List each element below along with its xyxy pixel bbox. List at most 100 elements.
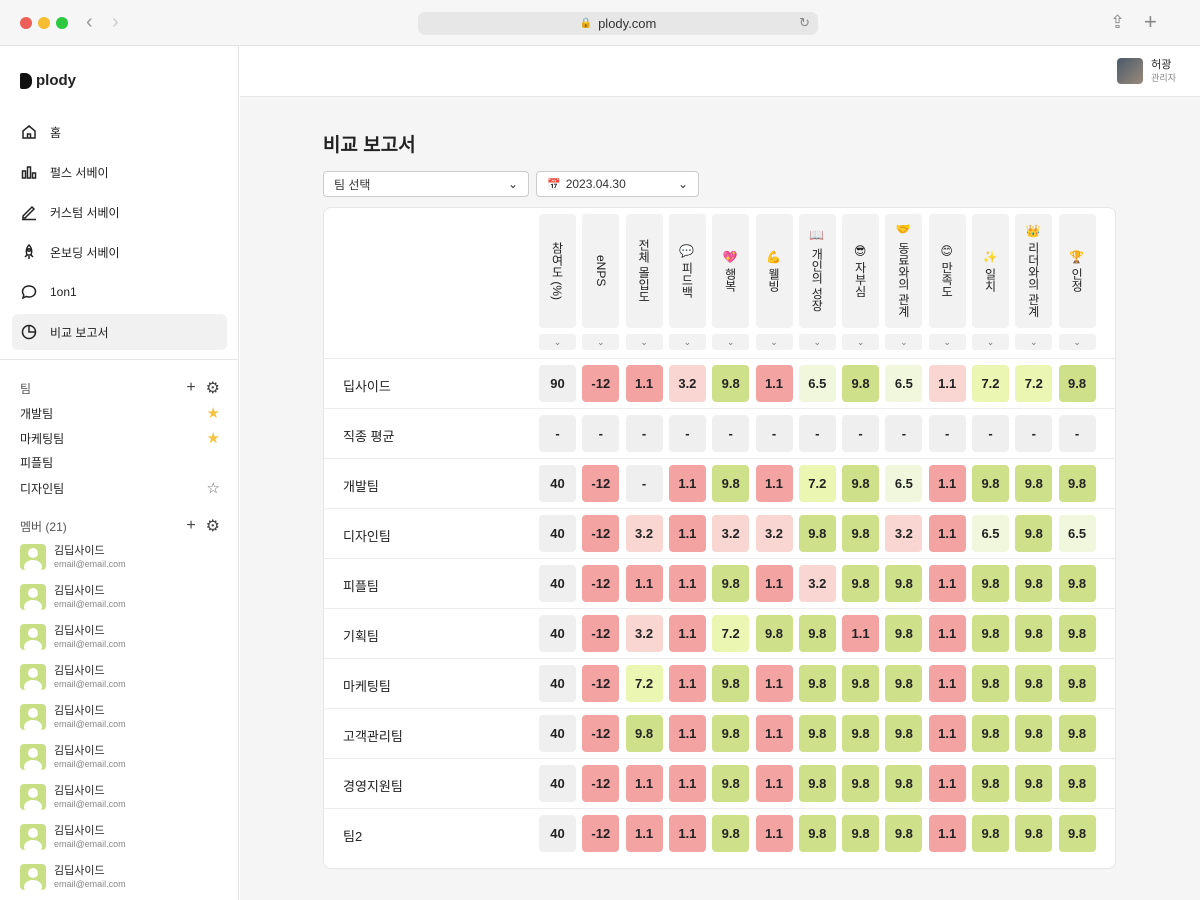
back-icon[interactable]: ‹ [86, 11, 93, 33]
nav-item-4[interactable]: 1on1 [12, 274, 227, 310]
chat-bubble-icon [20, 283, 38, 301]
sort-chevron-icon[interactable]: ⌄ [755, 334, 793, 350]
team-item[interactable]: 개발팀 ★ [20, 404, 220, 422]
minimize-window-button[interactable] [38, 17, 50, 29]
address-bar[interactable]: 🔒 plody.com ↻ [418, 12, 818, 35]
nav-item-2[interactable]: 커스텀 서베이 [12, 194, 227, 230]
member-item[interactable]: 김딥사이드 email@email.com [20, 662, 126, 692]
logo[interactable]: plody [20, 72, 76, 89]
member-item[interactable]: 김딥사이드 email@email.com [20, 742, 126, 772]
team-settings-gear-icon[interactable]: ⚙ [205, 380, 220, 397]
sort-chevron-icon[interactable]: ⌄ [539, 334, 576, 350]
score-cell: 7.2 [712, 615, 750, 652]
sort-chevron-icon[interactable]: ⌄ [842, 334, 880, 350]
date-select[interactable]: 📅 2023.04.30 ⌄ [536, 171, 699, 197]
score-cell: 3.2 [625, 515, 663, 552]
member-item[interactable]: 김딥사이드 email@email.com [20, 582, 126, 612]
member-item[interactable]: 김딥사이드 email@email.com [20, 542, 126, 572]
member-item[interactable]: 김딥사이드 email@email.com [20, 622, 126, 652]
forward-icon[interactable]: › [112, 11, 119, 33]
maximize-window-button[interactable] [56, 17, 68, 29]
star-filled-icon[interactable]: ★ [206, 430, 220, 447]
sort-chevron-icon[interactable]: ⌄ [668, 334, 706, 350]
column-header-label: 🤝 동료와의 관계 [896, 224, 911, 318]
team-select[interactable]: 팀 선택 ⌄ [323, 171, 529, 197]
share-icon[interactable]: ⇪ [1110, 12, 1126, 32]
sort-chevron-icon[interactable]: ⌄ [885, 334, 923, 350]
add-member-icon[interactable]: + [186, 517, 196, 534]
close-window-button[interactable] [20, 17, 32, 29]
nav-item-3[interactable]: 온보딩 서베이 [12, 234, 227, 270]
score-cell: 9.8 [885, 665, 923, 702]
member-item[interactable]: 김딥사이드 email@email.com [20, 862, 126, 892]
main-content: 비교 보고서 팀 선택 ⌄ 📅 2023.04.30 ⌄ 참여도 (%) ⌄ eNP… [240, 97, 1200, 900]
add-team-icon[interactable]: + [186, 379, 196, 396]
score-cell: 1.1 [668, 515, 706, 552]
member-email: email@email.com [54, 639, 126, 649]
score-cell: 1.1 [755, 815, 793, 852]
nav-item-0[interactable]: 홈 [12, 114, 227, 150]
member-settings-gear-icon[interactable]: ⚙ [205, 518, 220, 535]
score-cell: - [755, 415, 793, 452]
star-filled-icon[interactable]: ★ [206, 405, 220, 422]
new-tab-icon[interactable]: + [1144, 9, 1157, 34]
score-cell: 9.8 [1015, 815, 1053, 852]
column-header-label: 👑 리더와의 관계 [1026, 224, 1041, 318]
score-cell: -12 [582, 615, 620, 652]
column-header: eNPS [582, 214, 620, 328]
sort-chevron-icon[interactable]: ⌄ [625, 334, 663, 350]
score-cell: 9.8 [798, 515, 836, 552]
column-header-label: 🏆 인정 [1069, 250, 1084, 292]
score-cell: 1.1 [755, 765, 793, 802]
url-text: plody.com [598, 16, 657, 31]
member-item[interactable]: 김딥사이드 email@email.com [20, 702, 126, 732]
table-row: 딥사이드 90 -12 1.1 3.2 9.8 1.1 6.5 9.8 6.5 1.1 7.2 7.2 9… [324, 358, 1115, 408]
sort-chevron-icon[interactable]: ⌄ [798, 334, 836, 350]
sort-chevron-icon[interactable]: ⌄ [1058, 334, 1096, 350]
pie-chart-icon [20, 323, 38, 341]
team-item[interactable]: 마케팅팀 ★ [20, 429, 220, 447]
score-cell: 3.2 [712, 515, 750, 552]
row-label: 마케팅팀 [343, 679, 391, 694]
avatar [20, 824, 46, 850]
sort-chevron-icon[interactable]: ⌄ [928, 334, 966, 350]
brand-name: plody [36, 72, 76, 89]
chevron-down-icon: ⌄ [677, 177, 688, 191]
pen-icon [20, 203, 38, 221]
score-cell: 40 [539, 665, 576, 702]
score-cell: 1.1 [755, 715, 793, 752]
table-row: 피플팀 40 -12 1.1 1.1 9.8 1.1 3.2 9.8 9.8 1.1 9.8 9.8 9.… [324, 558, 1115, 608]
member-item[interactable]: 김딥사이드 email@email.com [20, 782, 126, 812]
row-label: 팀2 [343, 829, 363, 844]
team-item[interactable]: 디자인팀 ☆ [20, 479, 220, 497]
nav-item-label: 온보딩 서베이 [50, 245, 120, 260]
score-cell: 1.1 [668, 665, 706, 702]
column-header: 💬 피드백 [668, 214, 706, 328]
score-cell: 9.8 [1015, 465, 1053, 502]
team-item[interactable]: 피플팀 [20, 454, 220, 471]
sort-chevron-icon[interactable]: ⌄ [582, 334, 620, 350]
sort-chevron-icon[interactable]: ⌄ [712, 334, 750, 350]
member-item[interactable]: 김딥사이드 email@email.com [20, 822, 126, 852]
sort-chevron-icon[interactable]: ⌄ [1015, 334, 1053, 350]
score-cell: 9.8 [1058, 715, 1096, 752]
score-cell: 6.5 [885, 465, 923, 502]
score-cell: -12 [582, 515, 620, 552]
column-header: 전체 몰입도 [625, 214, 663, 328]
user-profile[interactable]: 허광 관리자 [1117, 58, 1176, 84]
member-name: 김딥사이드 [54, 625, 105, 637]
score-cell: 1.1 [668, 565, 706, 602]
member-email: email@email.com [54, 879, 126, 889]
bar-chart-icon [20, 163, 38, 181]
column-header-label: 💪 웰빙 [766, 250, 781, 292]
nav-item-1[interactable]: 펄스 서베이 [12, 154, 227, 190]
sort-chevron-icon[interactable]: ⌄ [972, 334, 1009, 350]
score-cell: 1.1 [755, 365, 793, 402]
star-outline-icon[interactable]: ☆ [206, 480, 220, 497]
nav-item-5[interactable]: 비교 보고서 [12, 314, 227, 350]
reload-icon[interactable]: ↻ [799, 15, 810, 30]
date-select-value: 2023.04.30 [565, 177, 626, 191]
score-cell: 3.2 [668, 365, 706, 402]
row-label: 딥사이드 [343, 379, 391, 394]
